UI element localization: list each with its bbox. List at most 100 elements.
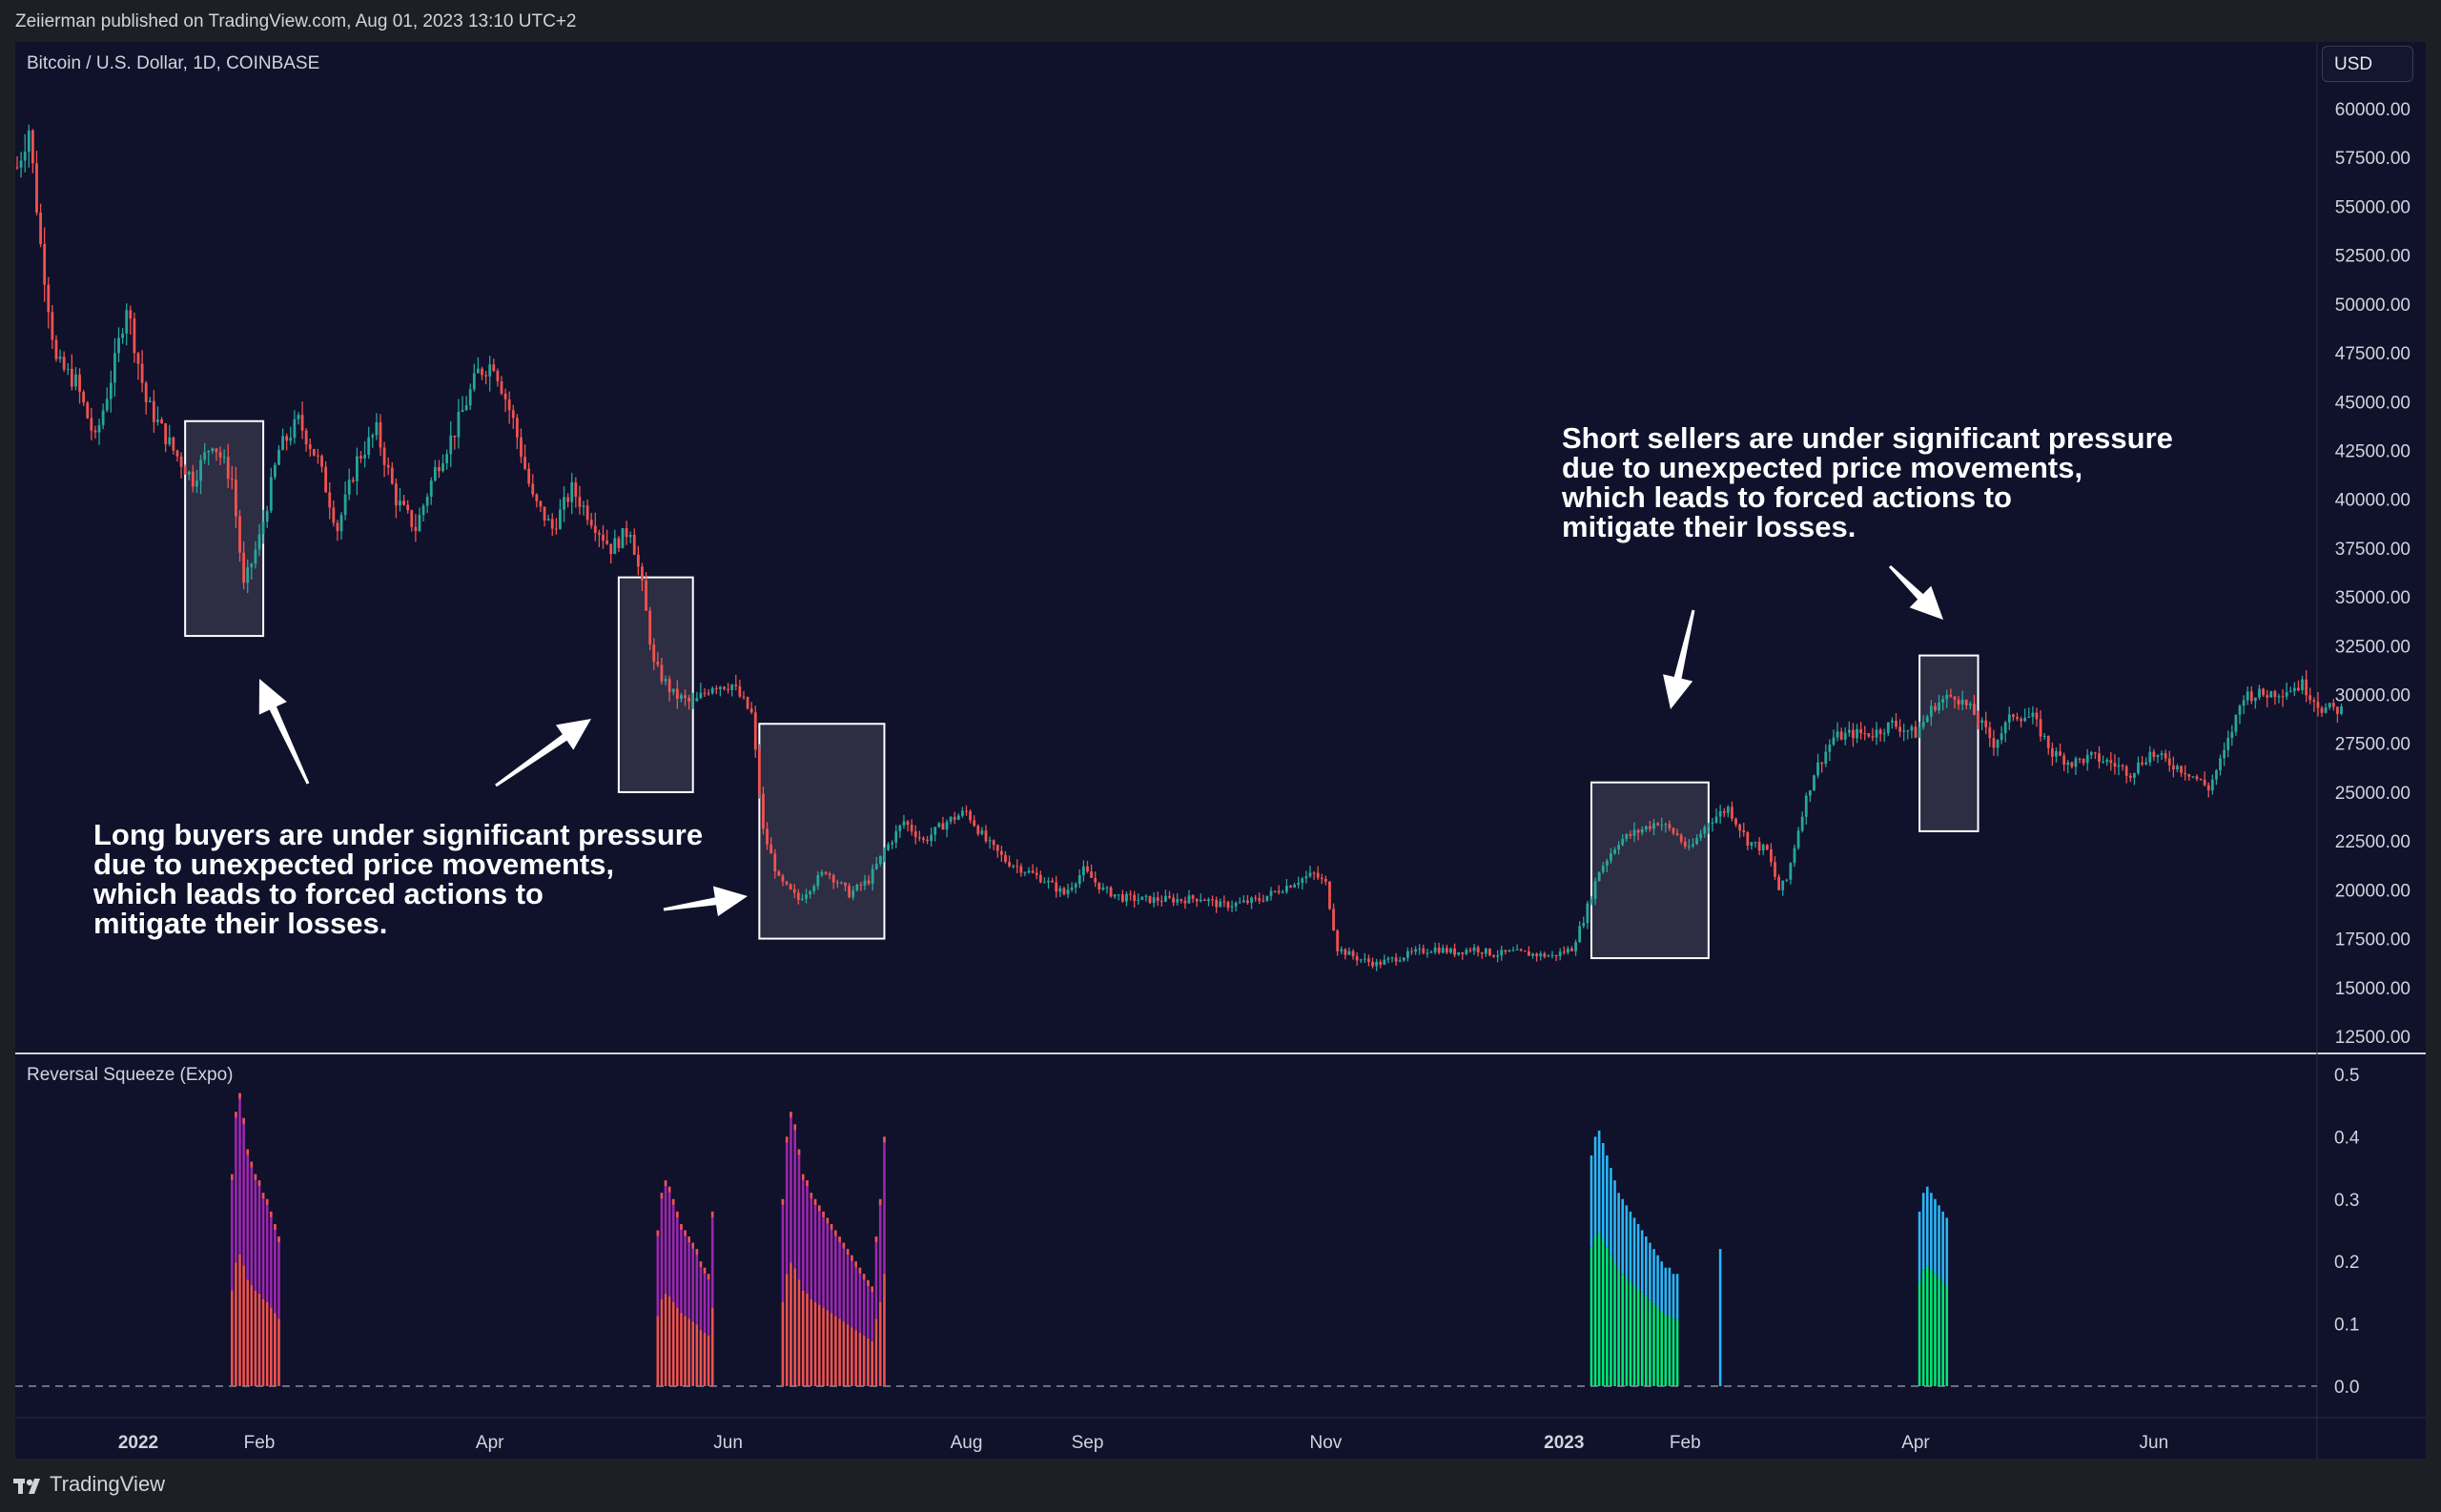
candle-body: [1668, 824, 1672, 828]
candle-body: [195, 480, 198, 487]
candle-body: [2176, 766, 2179, 770]
currency-button[interactable]: USD: [2322, 46, 2413, 82]
candle-body: [1964, 699, 1968, 705]
candle-body: [1692, 844, 1694, 847]
indicator-label[interactable]: Reversal Squeeze (Expo): [27, 1065, 234, 1085]
candle-body: [1062, 888, 1066, 894]
candle-body: [320, 456, 323, 467]
osc-bars[interactable]: [231, 1093, 1949, 1386]
candle-body: [1898, 726, 1901, 732]
tradingview-brand[interactable]: TradingView: [50, 1472, 166, 1496]
candle-body: [1465, 950, 1468, 954]
candle-body: [1523, 950, 1527, 952]
candle-body: [574, 482, 578, 498]
candle-body: [199, 460, 202, 481]
tradingview-logo-icon[interactable]: [13, 1475, 46, 1496]
candle-body: [1273, 890, 1277, 892]
candle-body: [273, 464, 277, 478]
candle-body: [1918, 726, 1921, 738]
candle-body: [1511, 950, 1515, 951]
candle-body: [789, 884, 792, 889]
osc-tick-label: 0.5: [2334, 1066, 2359, 1086]
candle-body: [1426, 952, 1429, 954]
candle-body: [183, 466, 187, 475]
highlight-box[interactable]: [1590, 781, 1710, 960]
candle-body: [805, 894, 808, 899]
candle-body: [488, 364, 492, 377]
candle-body: [152, 400, 155, 422]
candle-body: [336, 522, 339, 532]
candle-body: [2195, 776, 2199, 780]
highlight-box[interactable]: [617, 576, 694, 793]
candle-body: [78, 374, 81, 392]
candle-body: [140, 363, 144, 383]
candle-body: [371, 435, 375, 438]
candle-body: [2152, 751, 2156, 757]
candle-body: [598, 532, 601, 535]
highlight-box[interactable]: [758, 723, 886, 940]
candle-body: [1679, 834, 1683, 842]
candle-body: [1992, 738, 1996, 748]
candle-body: [687, 697, 691, 702]
candle-body: [566, 497, 570, 502]
candle-body: [1140, 896, 1144, 900]
candle-body: [613, 538, 617, 555]
candle-body: [382, 447, 386, 465]
candle-body: [1968, 704, 1972, 705]
symbol-label[interactable]: Bitcoin / U.S. Dollar, 1D, COINBASE: [27, 53, 320, 73]
chart-canvas[interactable]: 60000.00 57500.00 55000.00 52500.00 50000.00…: [15, 42, 2426, 1459]
candle-body: [1277, 890, 1281, 893]
candle-body: [222, 457, 226, 459]
candle-body: [86, 402, 90, 419]
candle-body: [2308, 695, 2312, 701]
candle-body: [484, 375, 487, 377]
candle-body: [2085, 754, 2089, 764]
candle-body: [1547, 955, 1550, 957]
candle-body: [593, 525, 597, 533]
candle-body: [1996, 740, 2000, 748]
candle-body: [2234, 714, 2238, 732]
candle-body: [1304, 876, 1308, 879]
time-tick-label: Nov: [1309, 1433, 1342, 1453]
candle-body: [297, 415, 300, 419]
candle-body: [2191, 776, 2195, 778]
candle-body: [1484, 948, 1487, 954]
candle-body: [1543, 953, 1547, 957]
candle-body: [1351, 950, 1355, 957]
highlight-box[interactable]: [1918, 654, 1979, 832]
candle-body: [2331, 703, 2335, 707]
candle-body: [1500, 950, 1504, 956]
candle-body: [1320, 877, 1323, 879]
candle-body: [1137, 899, 1140, 901]
time-tick-label: Feb: [244, 1433, 276, 1453]
candle-body: [2281, 696, 2285, 698]
candle-body: [520, 437, 523, 458]
candle-body: [1808, 790, 1812, 796]
candle-body: [1101, 887, 1105, 890]
candles[interactable]: [15, 124, 2343, 971]
candle-body: [2046, 735, 2050, 748]
candle-body: [300, 415, 304, 431]
time-tick-label: Aug: [951, 1433, 983, 1453]
candle-body: [1649, 826, 1651, 829]
candle-body: [1488, 948, 1491, 956]
candle-body: [172, 437, 175, 451]
candle-body: [749, 708, 753, 713]
candle-body: [47, 284, 51, 313]
candle-body: [2199, 779, 2203, 781]
candle-body: [2128, 775, 2132, 778]
candle-body: [293, 419, 297, 439]
candle-body: [1558, 951, 1562, 957]
candle-body: [2167, 758, 2171, 766]
chart-frame[interactable]: 60000.00 57500.00 55000.00 52500.00 50000.00…: [15, 42, 2426, 1459]
candle-body: [922, 838, 925, 840]
candle-body: [257, 534, 261, 550]
candle-body: [1058, 888, 1062, 892]
time-tick-label: Sep: [1072, 1433, 1104, 1453]
candle-body: [1070, 887, 1074, 890]
candle-body: [226, 457, 230, 480]
candle-body: [1004, 854, 1007, 863]
candle-body: [2137, 762, 2140, 773]
candle-body: [390, 467, 394, 484]
candle-body: [1895, 720, 1897, 727]
